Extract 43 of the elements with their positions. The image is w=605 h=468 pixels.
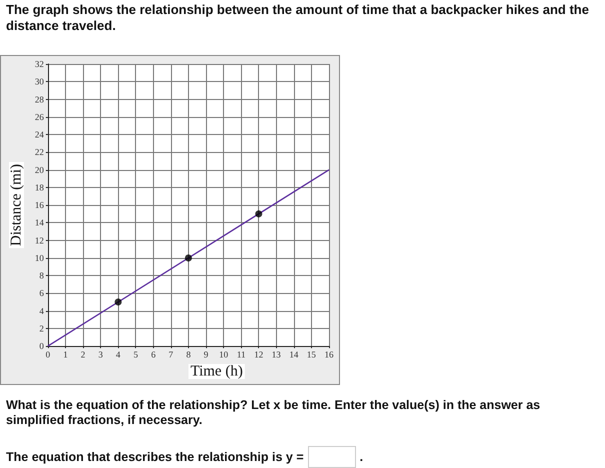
- y-tick-label: 0: [39, 341, 44, 352]
- y-tick-label: 22: [34, 147, 44, 158]
- y-tick-label: 32: [34, 59, 44, 69]
- y-axis-title: Distance (mi): [8, 164, 24, 246]
- x-tick-label: 2: [80, 350, 86, 360]
- point: [255, 210, 262, 218]
- point: [184, 254, 192, 262]
- y-tick-label: 16: [34, 200, 44, 210]
- x-tick-label: 14: [289, 350, 299, 360]
- y-tick-label: 30: [34, 76, 44, 87]
- y-tick-label: 6: [39, 288, 44, 298]
- x-tick-label: 7: [168, 350, 174, 360]
- y-tick-label: 4: [39, 306, 44, 316]
- x-tick-label: 10: [219, 350, 229, 360]
- x-tick-label: 1: [63, 350, 68, 360]
- x-tick-label: 5: [133, 350, 138, 360]
- y-tick-label: 2: [39, 323, 44, 334]
- x-tick-label: 6: [151, 350, 156, 360]
- y-tick-label: 8: [39, 270, 44, 281]
- x-tick-label: 9: [204, 350, 209, 360]
- x-tick-label: 8: [186, 350, 192, 360]
- chart-title: The graph shows the relationship between the amount of time that a backpacker hikes and the distance traveled.: [6, 2, 590, 34]
- x-tick-label: 15: [306, 350, 316, 360]
- y-tick-label: 20: [34, 164, 44, 175]
- y-tick-label: 12: [34, 235, 44, 246]
- x-axis-title: Time (h): [190, 364, 243, 380]
- text: The equation that describes the relationship is y =: [6, 450, 304, 464]
- point: [114, 298, 122, 306]
- x-tick-label: 4: [116, 350, 121, 360]
- x-tick-label: 12: [254, 350, 264, 360]
- y-tick-label: 14: [34, 218, 44, 228]
- y-tick-label: 18: [34, 182, 44, 192]
- x-tick-label: 0: [46, 350, 51, 360]
- x-tick-label: 11: [236, 350, 246, 360]
- y-tick-label: 24: [34, 130, 44, 140]
- y-tick-label: 26: [34, 112, 44, 122]
- y-tick-label: 28: [34, 94, 44, 104]
- text: What is the equation of the relationship? Let x be time. Enter the value(s) in the answer as simplified fractions, if necessary.: [6, 398, 542, 428]
- y-tick-label: 10: [34, 252, 44, 263]
- text: .: [360, 450, 364, 464]
- x-tick-label: 3: [98, 350, 104, 360]
- x-tick-label: 13: [272, 350, 282, 360]
- x-tick-label: 16: [324, 350, 334, 360]
